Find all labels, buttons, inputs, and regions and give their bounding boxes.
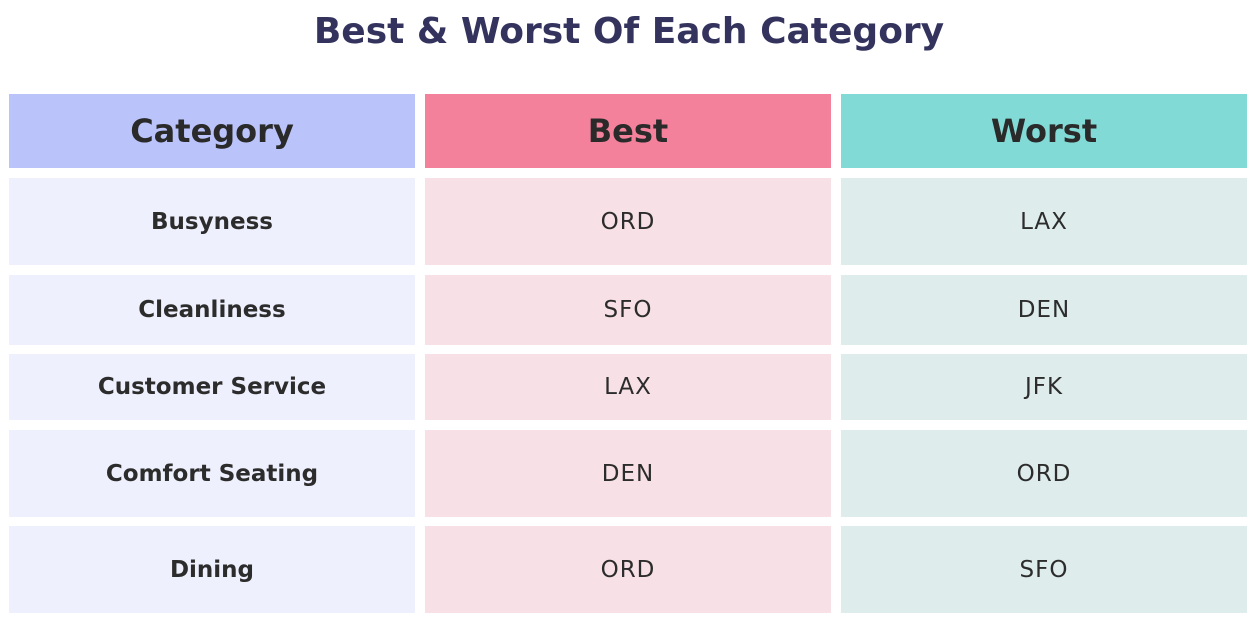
table-cell-category: Customer Service [9, 354, 415, 420]
table-cell-category: Comfort Seating [9, 430, 415, 517]
table-cell-worst: DEN [841, 275, 1247, 345]
table-cell-category: Dining [9, 526, 415, 613]
chart-title: Best & Worst Of Each Category [313, 11, 945, 52]
table-cell-category: Busyness [9, 178, 415, 265]
table-cell-worst: LAX [841, 178, 1247, 265]
table-cell-category: Cleanliness [9, 275, 415, 345]
column-header-category: Category [9, 94, 415, 168]
table-cell-worst: ORD [841, 430, 1247, 517]
table-cell-worst: SFO [841, 526, 1247, 613]
column-header-worst: Worst [841, 94, 1247, 168]
table-cell-best: ORD [425, 178, 831, 265]
table-cell-best: DEN [425, 430, 831, 517]
table-cell-best: LAX [425, 354, 831, 420]
table-cell-best: SFO [425, 275, 831, 345]
column-header-best: Best [425, 94, 831, 168]
table-cell-best: ORD [425, 526, 831, 613]
table-cell-worst: JFK [841, 354, 1247, 420]
